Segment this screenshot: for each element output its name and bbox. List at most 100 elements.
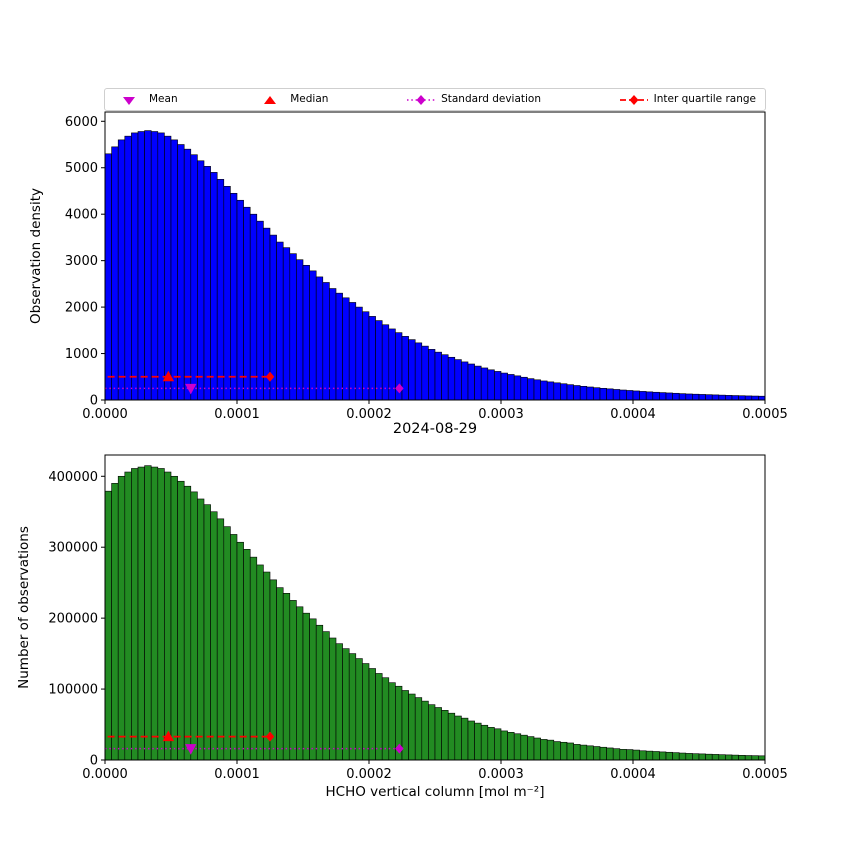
histogram-bar: [408, 693, 416, 761]
histogram-bar: [553, 741, 561, 761]
histogram-bar: [738, 755, 746, 761]
histogram-bar: [527, 736, 535, 761]
histogram-bar: [243, 549, 251, 761]
histogram-bar: [632, 749, 640, 761]
histogram-bar: [626, 749, 634, 761]
histogram-bar: [586, 386, 594, 401]
y-tick-label: 0: [90, 394, 98, 409]
triangle-down-icon: [123, 96, 135, 105]
bottom-histogram: 0 100000 200000 300000 400000 0.0000 0.0001 0.0…: [16, 454, 788, 782]
x-tick-label: 0.0003: [478, 767, 524, 782]
histogram-bar: [190, 491, 198, 761]
top-histogram: 0 1000 2000 3000 4000 5000 6000 0.0000 0.0001 0.0…: [28, 111, 788, 422]
histogram-bar: [652, 751, 660, 761]
histogram-bar: [619, 749, 627, 761]
histogram-bar: [137, 466, 145, 761]
histogram-bar: [744, 395, 753, 401]
histogram-bar: [289, 600, 297, 761]
histogram-bar: [322, 631, 330, 761]
histogram-bar: [480, 724, 489, 761]
histogram-bar: [375, 673, 383, 761]
histogram-bar: [302, 612, 310, 761]
std-marker-icon: [407, 94, 436, 105]
histogram-bar: [124, 471, 132, 761]
histogram-bar: [315, 276, 324, 401]
histogram-bar: [256, 220, 264, 401]
histogram-bar: [342, 648, 350, 761]
histogram-bar: [197, 160, 205, 401]
histogram-bar: [758, 395, 766, 401]
histogram-bar: [197, 498, 205, 761]
legend-label-standard-deviation: Standard deviation: [441, 93, 542, 106]
histogram-bar: [177, 480, 185, 761]
histogram-bar: [579, 385, 588, 401]
histogram-bar: [236, 199, 244, 401]
histogram-bar: [368, 668, 376, 761]
histogram-bar: [401, 690, 409, 761]
histogram-bar: [263, 571, 271, 761]
y-tick-label: 200000: [48, 612, 98, 627]
histogram-bar: [183, 485, 192, 761]
histogram-bar: [474, 722, 482, 761]
histogram-bar: [249, 213, 258, 401]
x-tick-label: 0.0001: [214, 407, 260, 422]
histogram-bar: [329, 637, 337, 761]
histogram-bar: [593, 387, 601, 401]
histogram-bar: [428, 349, 436, 401]
y-axis-label: Observation density: [28, 188, 44, 324]
histogram-bar: [698, 394, 706, 401]
y-tick-label: 1000: [65, 347, 98, 362]
histogram-bar: [236, 541, 244, 761]
histogram-bar: [117, 139, 126, 401]
histogram-bar: [599, 387, 607, 401]
legend-label-mean: Mean: [149, 93, 178, 106]
histogram-bar: [355, 658, 363, 761]
std-diamond-marker: [395, 383, 404, 394]
histogram-bar: [573, 385, 581, 401]
histogram-bar: [131, 132, 139, 401]
median-triangle-marker: [162, 370, 175, 382]
histogram-bar: [738, 395, 746, 401]
mean-triangle-marker: [185, 383, 197, 395]
histogram-bar: [441, 354, 449, 401]
iqr-diamond-marker: [265, 731, 275, 742]
y-tick-label: 300000: [48, 541, 98, 556]
y-tick-label: 100000: [48, 683, 98, 698]
histogram-bar: [606, 747, 614, 761]
x-tick-label: 0.0005: [742, 767, 788, 782]
histogram-bar: [434, 351, 442, 401]
histogram-bar: [355, 306, 363, 401]
histogram-bar: [117, 475, 126, 761]
x-tick-label: 0.0002: [346, 767, 392, 782]
histogram-bar: [335, 292, 343, 401]
histogram-bar: [731, 395, 739, 401]
histogram-bar: [230, 534, 238, 761]
histogram-bar: [639, 391, 647, 401]
iqr-marker-icon: [619, 94, 648, 105]
histogram-bar: [388, 328, 396, 401]
x-axis-label: HCHO vertical column [mol m⁻²]: [325, 784, 545, 800]
histogram-bar: [296, 606, 304, 761]
histogram-bar: [579, 744, 588, 761]
histogram-bar: [302, 264, 310, 401]
histogram-bar: [170, 475, 178, 761]
histogram-bar: [203, 504, 211, 761]
histogram-bar: [632, 390, 640, 401]
legend-item-inter-quartile-range: Inter quartile range: [619, 93, 756, 107]
histogram-bar: [573, 744, 581, 761]
histogram-bar: [546, 739, 555, 761]
mean-triangle-marker: [185, 744, 197, 755]
histogram-bar: [672, 392, 680, 401]
histogram-bar: [329, 288, 337, 401]
x-tick-label: 0.0001: [214, 767, 260, 782]
histogram-bar: [428, 704, 436, 761]
histogram-bar: [421, 700, 429, 761]
histogram-bar: [665, 751, 673, 761]
histogram-bar: [560, 741, 568, 761]
histogram-bar: [599, 746, 607, 761]
median-triangle-marker: [162, 730, 175, 742]
histogram-bar: [131, 468, 139, 761]
histogram-bar: [381, 677, 390, 761]
histogram-bar: [533, 379, 541, 401]
